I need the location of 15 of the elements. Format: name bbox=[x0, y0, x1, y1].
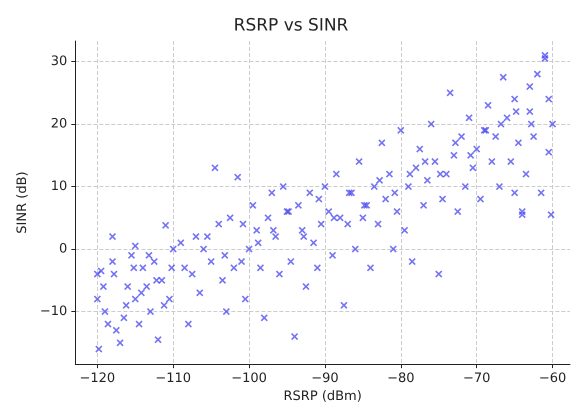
y-tick-label: 0 bbox=[59, 242, 68, 257]
x-tick-label: −70 bbox=[462, 371, 490, 386]
y-tick-label: 30 bbox=[50, 54, 68, 70]
x-tick-label: −120 bbox=[79, 371, 116, 386]
y-tick-label: 10 bbox=[50, 179, 68, 194]
x-tick-label: −80 bbox=[387, 371, 415, 386]
x-tick-label: −60 bbox=[538, 371, 566, 386]
x-tick-label: −90 bbox=[311, 371, 339, 386]
x-tick-label: −100 bbox=[231, 371, 267, 386]
x-axis-title: RSRP (dBm) bbox=[284, 389, 362, 404]
chart-title: RSRP vs SINR bbox=[234, 16, 349, 36]
y-tick-label: 20 bbox=[50, 116, 68, 132]
y-axis-title: SINR (dB) bbox=[15, 171, 30, 234]
y-tick-label: −10 bbox=[40, 304, 68, 320]
x-tick-label: −110 bbox=[155, 371, 192, 386]
